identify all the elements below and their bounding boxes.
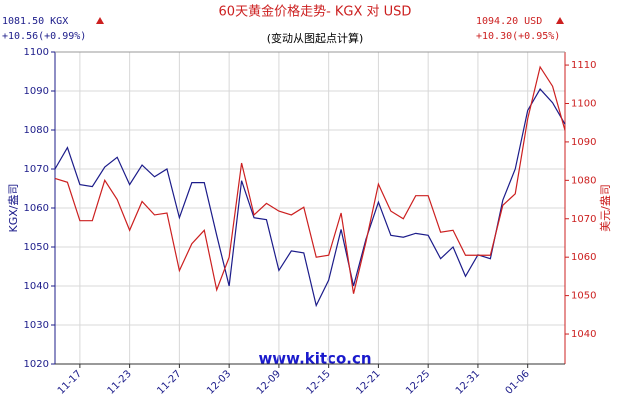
y-tick-label: 1100 <box>24 47 49 58</box>
y2-tick-label: 1090 <box>571 137 596 148</box>
left-price: 1081.50 KGX <box>2 16 68 27</box>
y-tick-label: 1080 <box>24 125 49 136</box>
price-line <box>54 65 566 294</box>
left-change: +10.56(+0.99%) <box>2 31 86 42</box>
chart-title: 60天黄金价格走势- KGX 对 USD <box>219 4 412 20</box>
x-tick-label: 11-17 <box>56 368 84 396</box>
y2-tick-label: 1060 <box>571 252 596 263</box>
y2-tick-label: 1100 <box>571 98 596 109</box>
y-tick-label: 1050 <box>24 242 49 253</box>
y-tick-label: 1030 <box>24 320 49 331</box>
x-tick-label: 12-21 <box>354 368 382 396</box>
y2-tick-label: 1110 <box>571 60 596 71</box>
x-tick-label: 12-03 <box>205 368 233 396</box>
x-tick-label: 12-31 <box>454 368 482 396</box>
y2-tick-label: 1080 <box>571 175 596 186</box>
x-tick-label: 11-23 <box>106 368 134 396</box>
right-price: 1094.20 USD <box>476 16 542 27</box>
chart-subtitle: (变动从图起点计算) <box>267 31 364 45</box>
y2-tick-label: 1050 <box>571 291 596 302</box>
x-tick-label: 12-25 <box>404 368 432 396</box>
y2-tick-label: 1040 <box>571 329 596 340</box>
up-arrow <box>556 17 564 24</box>
y-tick-label: 1020 <box>24 359 49 370</box>
x-tick-label: 12-09 <box>255 368 283 396</box>
y2-tick-label: 1070 <box>571 214 596 225</box>
up-arrow <box>96 17 104 24</box>
x-tick-label: 11-27 <box>155 368 183 396</box>
y-axis-label: KGX/盎司 <box>6 184 20 233</box>
y-tick-label: 1070 <box>24 164 49 175</box>
x-tick-label: 12-15 <box>305 368 333 396</box>
y2-axis-label: 美元/盎司 <box>598 184 612 232</box>
y-tick-label: 1090 <box>24 86 49 97</box>
watermark: www.kitco.cn <box>258 350 371 368</box>
x-tick-label: 01-06 <box>504 368 532 396</box>
right-change: +10.30(+0.95%) <box>476 31 560 42</box>
y-tick-label: 1060 <box>24 203 49 214</box>
price-line <box>54 88 566 308</box>
y-tick-label: 1040 <box>24 281 49 292</box>
